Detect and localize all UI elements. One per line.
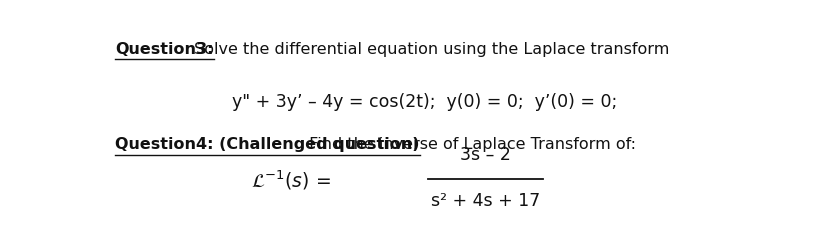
Text: s² + 4s + 17: s² + 4s + 17: [430, 191, 539, 209]
Text: Question3:: Question3:: [115, 42, 213, 57]
Text: y" + 3y’ – 4y = cos(2t);  y(0) = 0;  y’(0) = 0;: y" + 3y’ – 4y = cos(2t); y(0) = 0; y’(0)…: [232, 93, 616, 111]
Text: Question4: (Challenged question): Question4: (Challenged question): [115, 137, 419, 152]
Text: $\mathcal{L}^{-1}(s)\,=$: $\mathcal{L}^{-1}(s)\,=$: [251, 167, 331, 191]
Text: Solve the differential equation using the Laplace transform: Solve the differential equation using th…: [189, 42, 668, 57]
Text: 3s – 2: 3s – 2: [459, 145, 510, 163]
Text: Find the inverse of Laplace Transform of:: Find the inverse of Laplace Transform of…: [304, 137, 636, 152]
